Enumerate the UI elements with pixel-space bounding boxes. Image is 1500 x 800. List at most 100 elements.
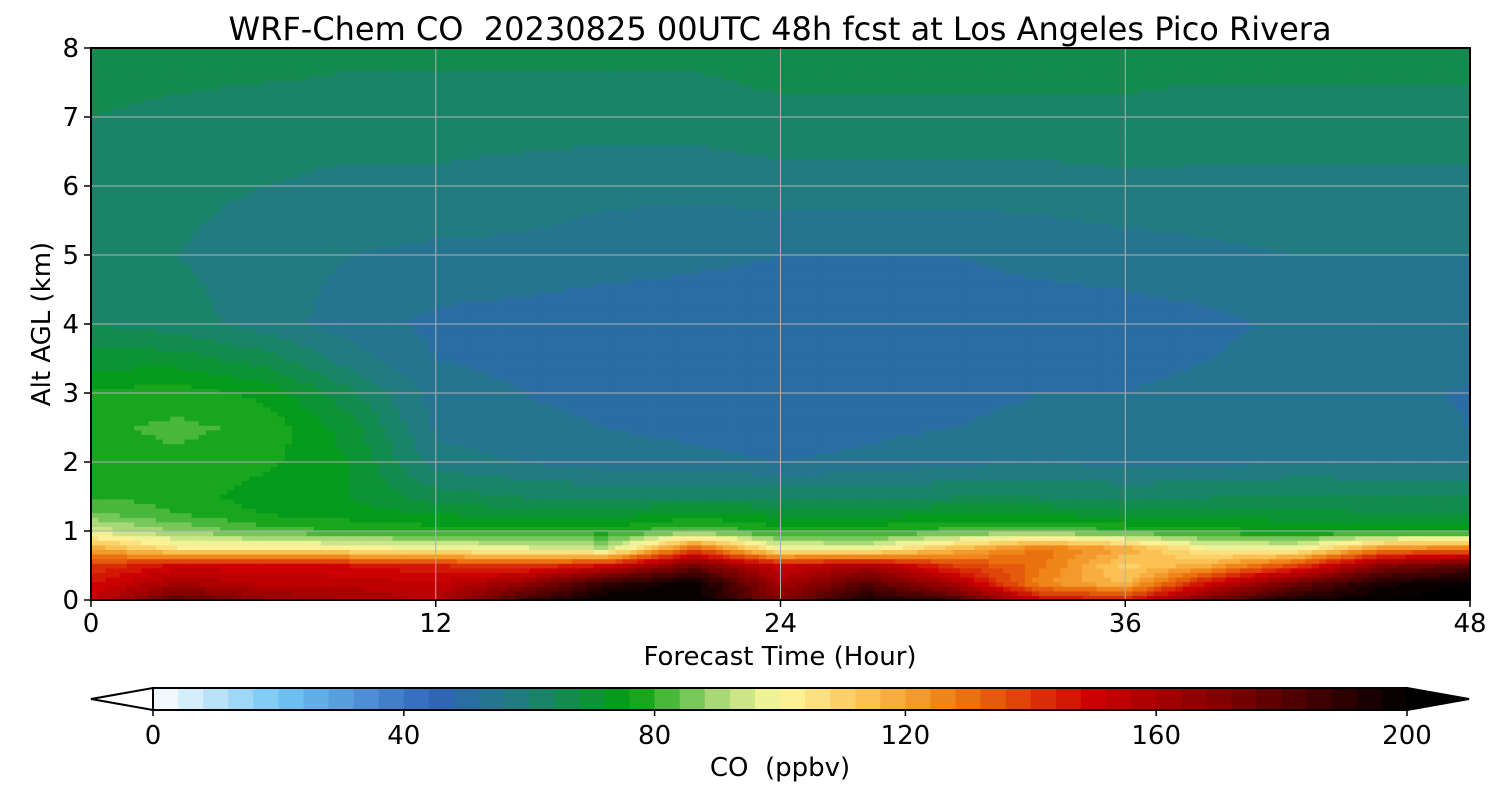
heatmap-cell xyxy=(802,517,810,523)
heatmap-cell xyxy=(766,521,774,527)
heatmap-cell xyxy=(1153,577,1162,583)
heatmap-cell xyxy=(170,480,178,486)
heatmap-cell xyxy=(105,485,114,491)
heatmap-cell xyxy=(909,586,918,592)
heatmap-cell xyxy=(1412,494,1421,500)
heatmap-cell xyxy=(859,508,868,514)
heatmap-cell xyxy=(586,577,595,583)
heatmap-cell xyxy=(1082,554,1090,560)
heatmap-cell xyxy=(493,521,501,527)
heatmap-cell xyxy=(572,544,580,550)
heatmap-cell xyxy=(780,485,789,491)
heatmap-cell xyxy=(299,508,308,514)
heatmap-cell xyxy=(450,572,458,578)
heatmap-cell xyxy=(916,517,925,523)
heatmap-cell xyxy=(1240,531,1248,537)
heatmap-cell xyxy=(974,489,983,495)
heatmap-cell xyxy=(557,480,566,486)
heatmap-cell xyxy=(514,577,523,583)
heatmap-cell xyxy=(112,508,121,514)
heatmap-cell xyxy=(1311,549,1320,555)
heatmap-cell xyxy=(615,480,624,486)
heatmap-cell xyxy=(1139,512,1148,518)
heatmap-cell xyxy=(629,485,638,491)
heatmap-cell xyxy=(155,581,164,587)
heatmap-cell xyxy=(974,544,983,550)
heatmap-cell xyxy=(471,489,480,495)
heatmap-cell xyxy=(1398,489,1406,495)
heatmap-cell xyxy=(1089,494,1098,500)
heatmap-cell xyxy=(945,581,954,587)
heatmap-cell xyxy=(873,558,882,564)
heatmap-cell xyxy=(1046,508,1055,514)
heatmap-cell xyxy=(363,558,372,564)
heatmap-cell xyxy=(608,572,616,578)
heatmap-cell xyxy=(723,572,731,578)
heatmap-cell xyxy=(1204,489,1213,495)
heatmap-cell xyxy=(809,512,818,518)
heatmap-cell xyxy=(1240,512,1248,518)
heatmap-cell xyxy=(1039,554,1047,560)
heatmap-cell xyxy=(1074,572,1083,578)
heatmap-cell xyxy=(744,586,753,592)
heatmap-cell xyxy=(256,485,264,491)
heatmap-cell xyxy=(945,494,954,500)
heatmap-cell xyxy=(852,480,861,486)
heatmap-cell xyxy=(1053,577,1062,583)
heatmap-cell xyxy=(277,572,286,578)
heatmap-cell xyxy=(1261,512,1270,518)
heatmap-cell xyxy=(1426,517,1435,523)
heatmap-cell xyxy=(428,567,437,573)
heatmap-cell xyxy=(981,480,990,486)
heatmap-cell xyxy=(600,586,609,592)
heatmap-cell xyxy=(1197,480,1205,486)
heatmap-cell xyxy=(809,489,818,495)
heatmap-cell xyxy=(198,581,207,587)
heatmap-cell xyxy=(1053,590,1062,596)
heatmap-cell xyxy=(1247,581,1256,587)
heatmap-cell xyxy=(701,563,710,569)
heatmap-cell xyxy=(126,521,135,527)
heatmap-cell xyxy=(399,586,408,592)
heatmap-cell xyxy=(622,563,631,569)
heatmap-cell xyxy=(701,512,710,518)
heatmap-cell xyxy=(572,494,580,500)
heatmap-cell xyxy=(1376,512,1385,518)
heatmap-cell xyxy=(565,563,573,569)
heatmap-cell xyxy=(414,549,422,555)
heatmap-cell xyxy=(1197,577,1205,583)
heatmap-cell xyxy=(1211,535,1220,541)
heatmap-cell xyxy=(1218,572,1227,578)
heatmap-cell xyxy=(1182,572,1191,578)
heatmap-cell xyxy=(155,503,164,509)
heatmap-cell xyxy=(1419,508,1428,514)
heatmap-cell xyxy=(1103,508,1112,514)
heatmap-cell xyxy=(565,558,573,564)
heatmap-cell xyxy=(924,498,932,504)
heatmap-cell xyxy=(1326,540,1335,546)
heatmap-cell xyxy=(1297,494,1306,500)
heatmap-cell xyxy=(708,480,717,486)
heatmap-cell xyxy=(809,508,818,514)
heatmap-cell xyxy=(1204,498,1213,504)
heatmap-cell xyxy=(852,535,861,541)
heatmap-cell xyxy=(651,498,659,504)
heatmap-cell xyxy=(471,540,480,546)
heatmap-cell xyxy=(191,540,200,546)
heatmap-cell xyxy=(773,498,782,504)
heatmap-cell xyxy=(1132,535,1141,541)
heatmap-cell xyxy=(1254,549,1263,555)
heatmap-cell xyxy=(450,503,458,509)
heatmap-cell xyxy=(1247,494,1256,500)
heatmap-cell xyxy=(270,563,279,569)
heatmap-cell xyxy=(550,508,559,514)
heatmap-cell xyxy=(830,517,839,523)
heatmap-cell xyxy=(392,563,401,569)
heatmap-cell xyxy=(1254,508,1263,514)
heatmap-cell xyxy=(335,567,343,573)
heatmap-cell xyxy=(895,498,904,504)
heatmap-cell xyxy=(658,531,667,537)
heatmap-cell xyxy=(428,540,437,546)
heatmap-cell xyxy=(328,489,336,495)
heatmap-cell xyxy=(881,531,889,537)
